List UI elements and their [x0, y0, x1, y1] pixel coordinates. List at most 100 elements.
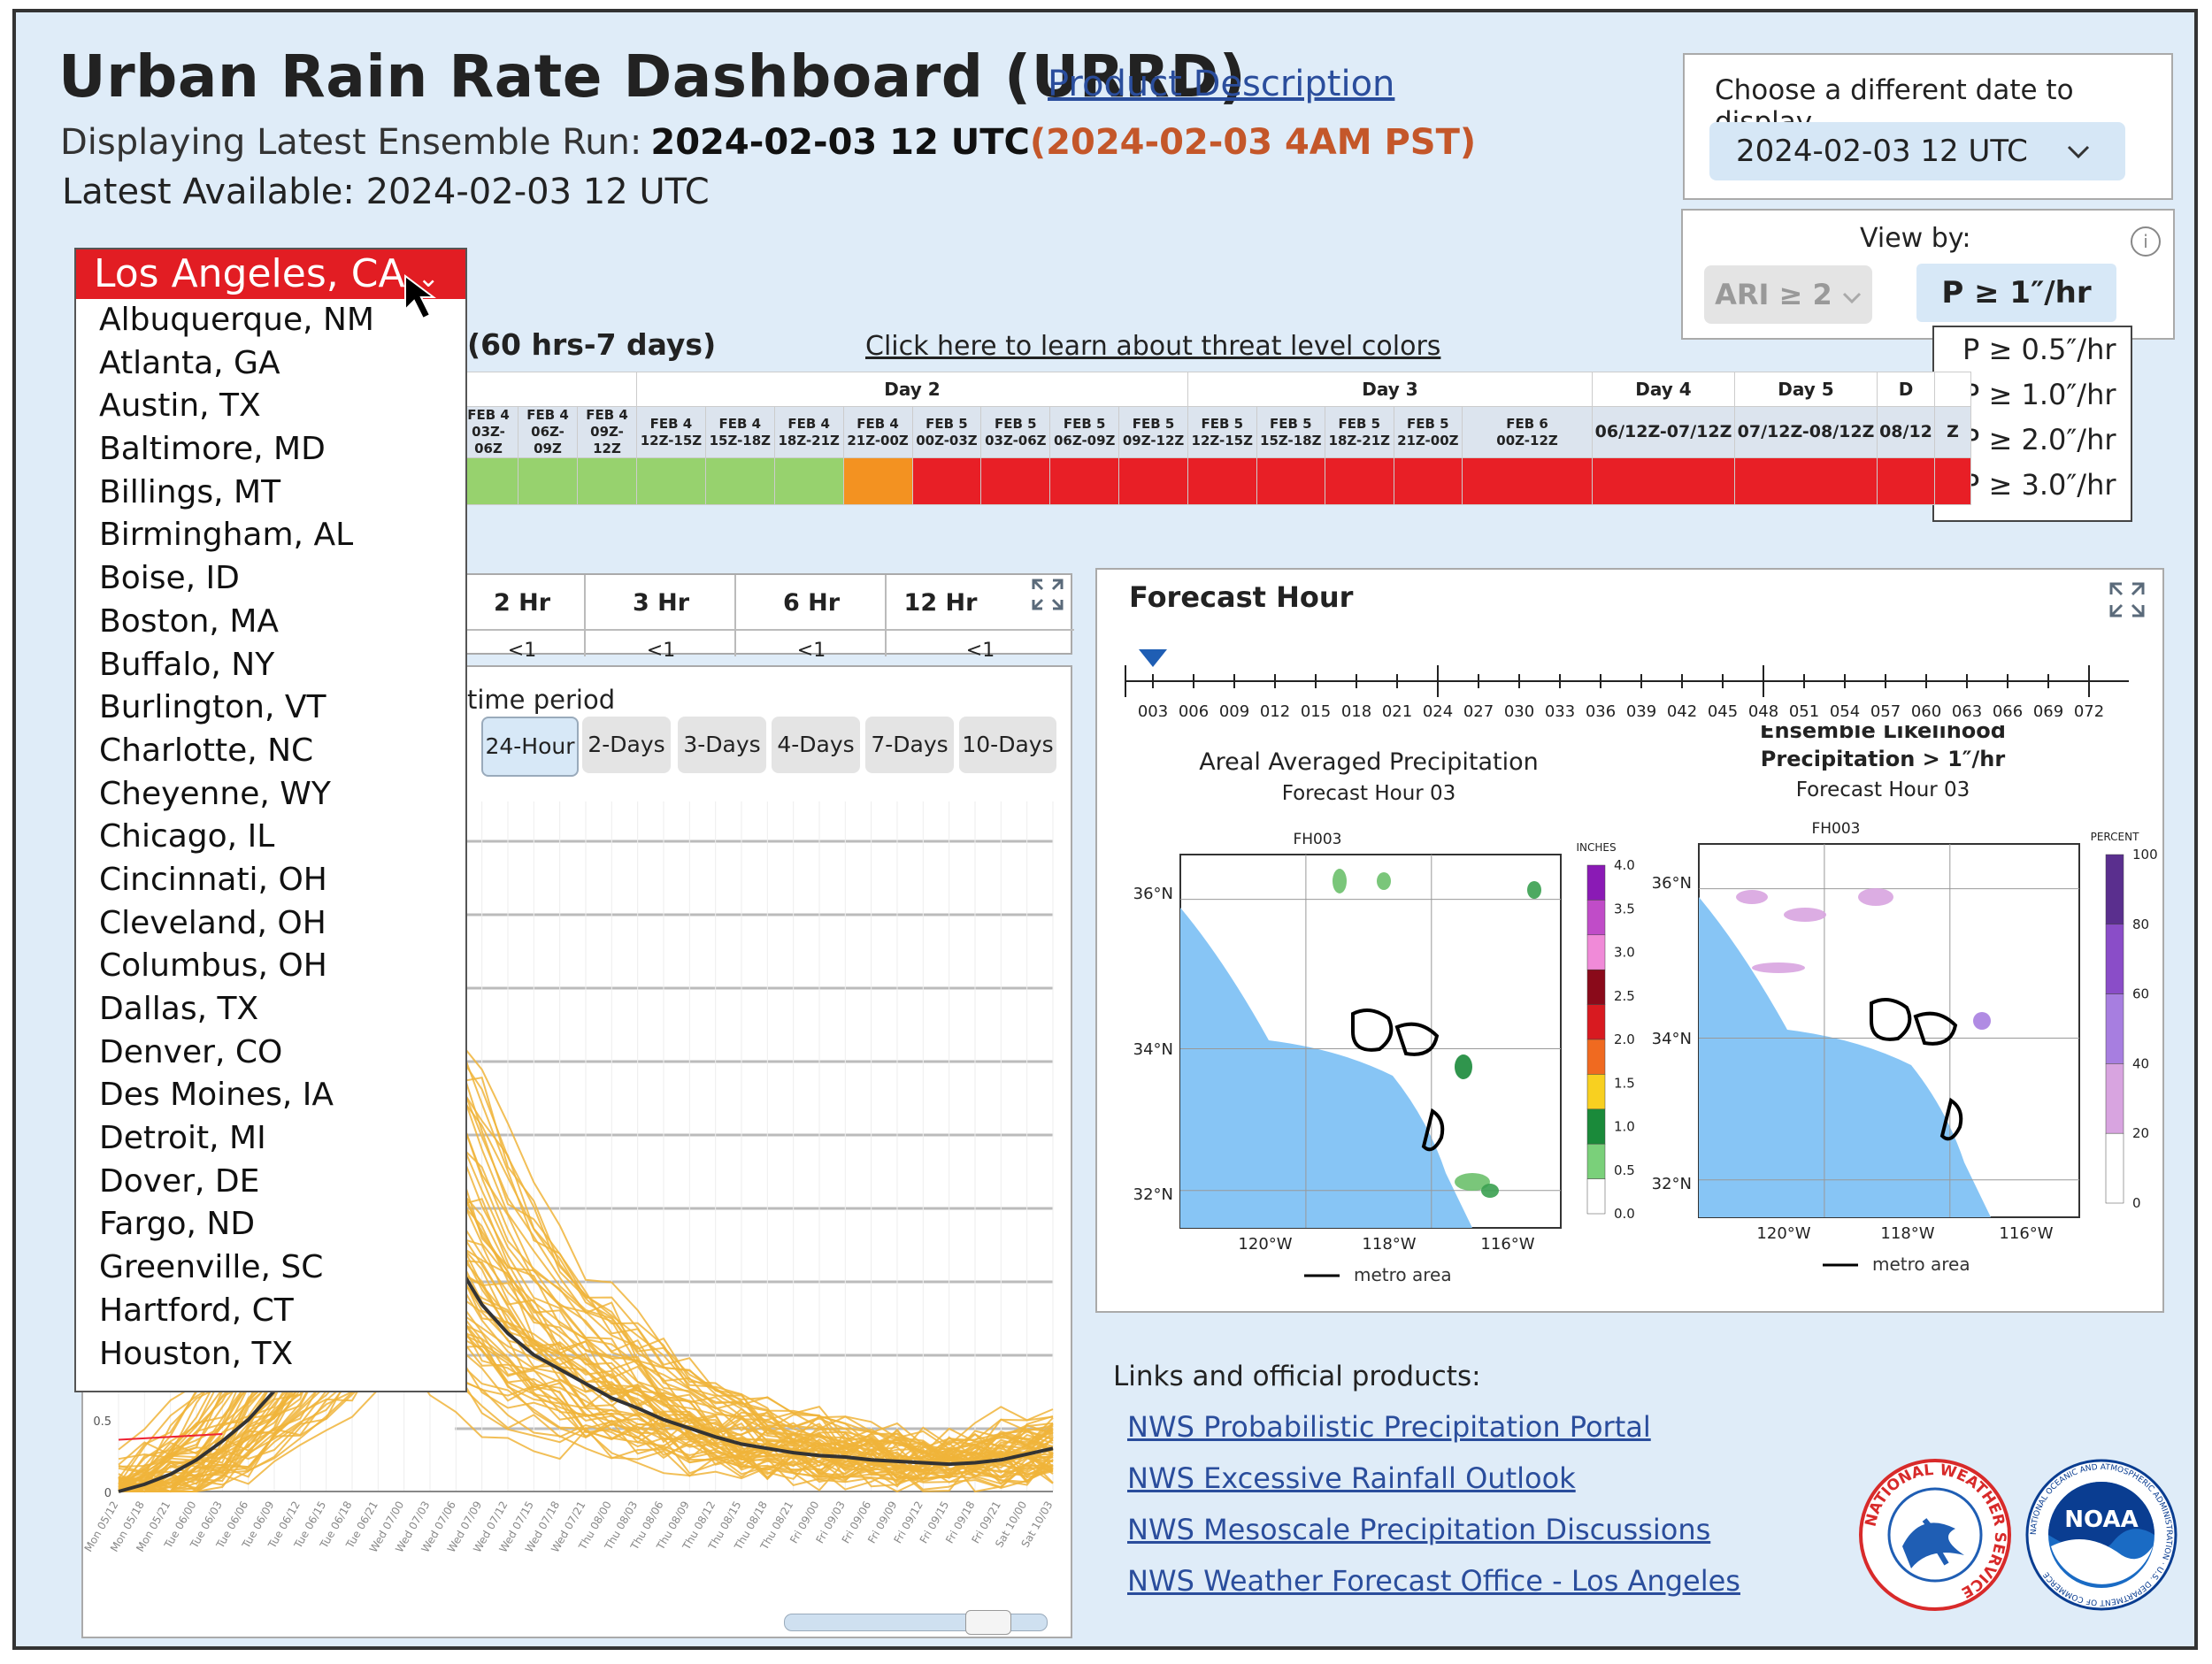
- city-option[interactable]: Cincinnati, OH: [99, 861, 327, 898]
- info-icon[interactable]: i: [2131, 226, 2161, 257]
- ensemble-member-line: [118, 1284, 1054, 1490]
- metro-area-outline: [1351, 1008, 1445, 1152]
- city-option[interactable]: Boise, ID: [99, 560, 240, 597]
- threat-color-cell[interactable]: [1393, 457, 1463, 505]
- precip-option[interactable]: P ≥ 2.0″/hr: [1962, 423, 2116, 456]
- tp-10-days-button[interactable]: 10-Days: [959, 717, 1056, 773]
- city-option[interactable]: Cleveland, OH: [99, 904, 326, 941]
- legend-swatch: [1586, 934, 1606, 970]
- observed-line: [118, 1433, 223, 1441]
- precip-option[interactable]: P ≥ 1.0″/hr: [1962, 378, 2116, 411]
- expand-icon[interactable]: [2109, 582, 2145, 617]
- ari-dropdown[interactable]: ARI ≥ 2: [1704, 265, 1872, 324]
- city-option[interactable]: Cheyenne, WY: [99, 775, 331, 812]
- threat-color-cell[interactable]: [842, 457, 913, 505]
- threat-color-cell[interactable]: [773, 457, 844, 505]
- legend-tick: 2.0: [1614, 1031, 1635, 1047]
- threat-color-cell[interactable]: [1325, 457, 1394, 505]
- dashboard-frame: Urban Rain Rate Dashboard (URRD) Product…: [12, 9, 2198, 1650]
- threat-color-cell[interactable]: [1462, 457, 1593, 505]
- hr-col: 2 Hr <1: [460, 575, 584, 662]
- tp-3-days-button[interactable]: 3-Days: [678, 717, 766, 773]
- tp-2-days-button[interactable]: 2-Days: [582, 717, 671, 773]
- threat-color-cell[interactable]: [636, 457, 706, 505]
- period-cell: FEB 4 18Z-21Z: [773, 406, 844, 458]
- threat-colors-link[interactable]: Click here to learn about threat level c…: [865, 331, 1441, 362]
- precip-blob: [1736, 890, 1768, 904]
- city-option[interactable]: Detroit, MI: [99, 1120, 266, 1157]
- threat-color-cell[interactable]: [1592, 457, 1735, 505]
- city-selected[interactable]: Los Angeles, CA ⌄: [76, 249, 465, 299]
- lon-label: 116°W: [1480, 1235, 1534, 1254]
- threat-color-cell[interactable]: [1877, 457, 1935, 505]
- period-cell: FEB 4 03Z-06Z: [458, 406, 518, 458]
- map-title: Precipitation > 1″/hr: [1761, 747, 2006, 771]
- city-option[interactable]: Atlanta, GA: [99, 344, 280, 381]
- metro-area-outline: [1870, 998, 1963, 1141]
- date-dropdown[interactable]: 2024-02-03 12 UTC: [1709, 122, 2125, 180]
- city-option[interactable]: Albuquerque, NM: [99, 302, 374, 338]
- city-dropdown: Los Angeles, CA ⌄ Albuquerque, NM Atlanta…: [74, 248, 467, 1392]
- link-mesoscale-discussions[interactable]: NWS Mesoscale Precipitation Discussions: [1127, 1513, 1711, 1546]
- city-option[interactable]: Greenville, SC: [99, 1249, 324, 1286]
- product-description-link[interactable]: Product Description: [1048, 64, 1395, 104]
- tp-24-hour-button[interactable]: 24-Hour: [481, 717, 579, 777]
- threat-color-cell[interactable]: [577, 457, 637, 505]
- city-option[interactable]: Boston, MA: [99, 602, 280, 640]
- threat-color-cell[interactable]: [1934, 457, 1971, 505]
- threat-color-cell[interactable]: [1187, 457, 1257, 505]
- threat-color-cell[interactable]: [1256, 457, 1326, 505]
- city-option[interactable]: Hartford, CT: [99, 1292, 294, 1329]
- threat-color-cell[interactable]: [1049, 457, 1120, 505]
- threat-color-cell[interactable]: [1734, 457, 1878, 505]
- precip-threshold-dropdown[interactable]: P ≥ 1″/hr: [1916, 264, 2116, 322]
- city-option[interactable]: Austin, TX: [99, 387, 261, 425]
- expand-icon[interactable]: [1032, 579, 1064, 610]
- legend-swatch: [1586, 900, 1606, 936]
- city-option[interactable]: Burlington, VT: [99, 689, 326, 726]
- tp-4-days-button[interactable]: 4-Days: [772, 717, 860, 773]
- city-option[interactable]: Buffalo, NY: [99, 646, 275, 683]
- threat-color-cell[interactable]: [518, 457, 578, 505]
- city-option[interactable]: Des Moines, IA: [99, 1077, 334, 1114]
- precip-blob: [1481, 1184, 1499, 1198]
- precip-option[interactable]: P ≥ 3.0″/hr: [1962, 468, 2116, 502]
- day-cell: Day 3: [1187, 372, 1593, 407]
- threat-color-cell[interactable]: [458, 457, 518, 505]
- link-precip-portal[interactable]: NWS Probabilistic Precipitation Portal: [1127, 1410, 1651, 1444]
- threat-color-cell[interactable]: [1118, 457, 1188, 505]
- threat-color-cell[interactable]: [980, 457, 1051, 505]
- forecast-hour-slider[interactable]: 003 006 009 012 015 018 021 024 027 030 033 036 039 0…: [1115, 628, 2150, 717]
- legend-swatch: [2105, 1063, 2124, 1134]
- city-option[interactable]: Houston, TX: [99, 1335, 294, 1372]
- hr-header: 2 Hr: [493, 589, 551, 617]
- city-option[interactable]: Dover, DE: [99, 1162, 260, 1200]
- precip-option[interactable]: P ≥ 0.5″/hr: [1962, 333, 2116, 366]
- tp-7-days-button[interactable]: 7-Days: [865, 717, 954, 773]
- ensemble-member-line: [118, 1048, 1054, 1492]
- threat-color-cell[interactable]: [911, 457, 982, 505]
- city-option[interactable]: Fargo, ND: [99, 1206, 256, 1243]
- hour-label: 003: [1138, 702, 1168, 717]
- city-option[interactable]: Baltimore, MD: [99, 431, 326, 468]
- city-option[interactable]: Birmingham, AL: [99, 517, 354, 554]
- city-option[interactable]: Columbus, OH: [99, 947, 327, 985]
- period-cell: FEB 5 12Z-15Z: [1187, 406, 1257, 458]
- precip-blob: [1527, 881, 1541, 899]
- city-option[interactable]: Chicago, IL: [99, 818, 275, 855]
- threat-color-cell[interactable]: [704, 457, 775, 505]
- scrollbar-handle[interactable]: [965, 1610, 1011, 1635]
- panel-label: FH003: [1811, 820, 1860, 838]
- city-option[interactable]: Charlotte, NC: [99, 732, 314, 769]
- city-option[interactable]: Dallas, TX: [99, 991, 259, 1027]
- day-cell: [458, 372, 637, 407]
- link-wfo-los-angeles[interactable]: NWS Weather Forecast Office - Los Angele…: [1127, 1564, 1740, 1598]
- city-option[interactable]: Denver, CO: [99, 1033, 283, 1070]
- hour-label: 039: [1626, 702, 1656, 717]
- lon-label: 118°W: [1880, 1224, 1934, 1243]
- city-option[interactable]: Billings, MT: [99, 473, 281, 510]
- hr-col: 12 Hr <1: [885, 575, 1074, 662]
- chart-scrollbar[interactable]: [784, 1610, 1048, 1635]
- legend-swatch: [1586, 1074, 1606, 1110]
- link-excessive-rainfall[interactable]: NWS Excessive Rainfall Outlook: [1127, 1461, 1576, 1495]
